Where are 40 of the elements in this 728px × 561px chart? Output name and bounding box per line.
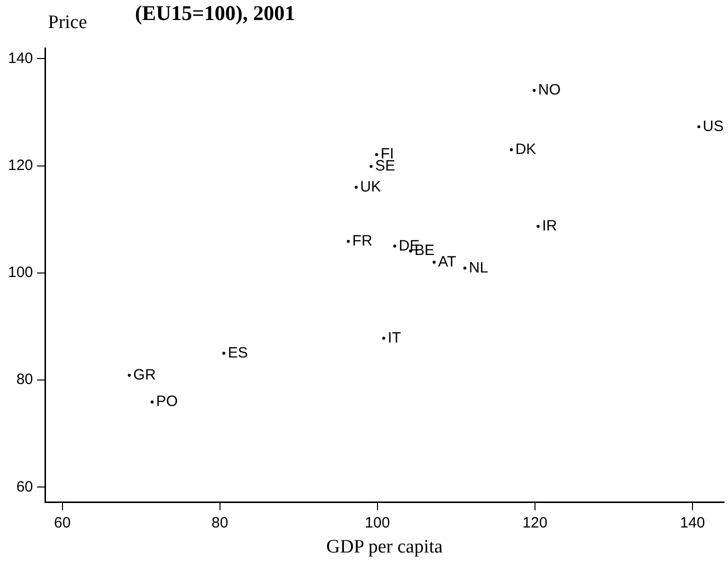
point bbox=[393, 244, 396, 248]
point bbox=[697, 125, 700, 128]
point bbox=[222, 352, 226, 355]
x-tick-label: 60 bbox=[54, 514, 71, 532]
point bbox=[354, 186, 358, 189]
data-label: AT bbox=[438, 253, 456, 270]
x-tick-label: 80 bbox=[212, 514, 228, 532]
point bbox=[432, 260, 436, 264]
point bbox=[536, 224, 540, 228]
point bbox=[510, 148, 513, 152]
y-tick-label: 100 bbox=[8, 264, 34, 282]
data-label: GR bbox=[133, 366, 156, 384]
data-label: FR bbox=[352, 232, 372, 250]
point bbox=[375, 153, 378, 156]
point bbox=[128, 374, 131, 377]
data-label: DK bbox=[515, 140, 536, 158]
point bbox=[370, 164, 373, 168]
point bbox=[532, 88, 536, 92]
x-tick-label: 140 bbox=[680, 514, 706, 532]
y-tick-label: 60 bbox=[16, 478, 34, 496]
point bbox=[346, 240, 350, 243]
data-label: IT bbox=[388, 329, 402, 346]
data-label: NL bbox=[468, 259, 488, 276]
data-label: NO bbox=[538, 81, 561, 98]
y-tick-label: 80 bbox=[16, 371, 34, 388]
point bbox=[150, 400, 154, 404]
data-label: US bbox=[702, 118, 724, 135]
y-tick-label: 120 bbox=[8, 156, 34, 174]
chart-title: (EU15=100), 2001 bbox=[135, 1, 296, 25]
data-label: ES bbox=[228, 344, 248, 362]
x-axis-title: GDP per capita bbox=[326, 536, 444, 558]
data-label: PO bbox=[156, 393, 178, 410]
x-tick-label: 120 bbox=[522, 514, 548, 532]
y-tick-label: 140 bbox=[8, 50, 34, 67]
point bbox=[382, 336, 386, 340]
data-label: UK bbox=[360, 178, 381, 196]
y-axis-title: Price bbox=[48, 12, 88, 33]
x-tick-label: 100 bbox=[364, 514, 390, 532]
point bbox=[463, 266, 466, 270]
data-label: IR bbox=[542, 218, 558, 234]
